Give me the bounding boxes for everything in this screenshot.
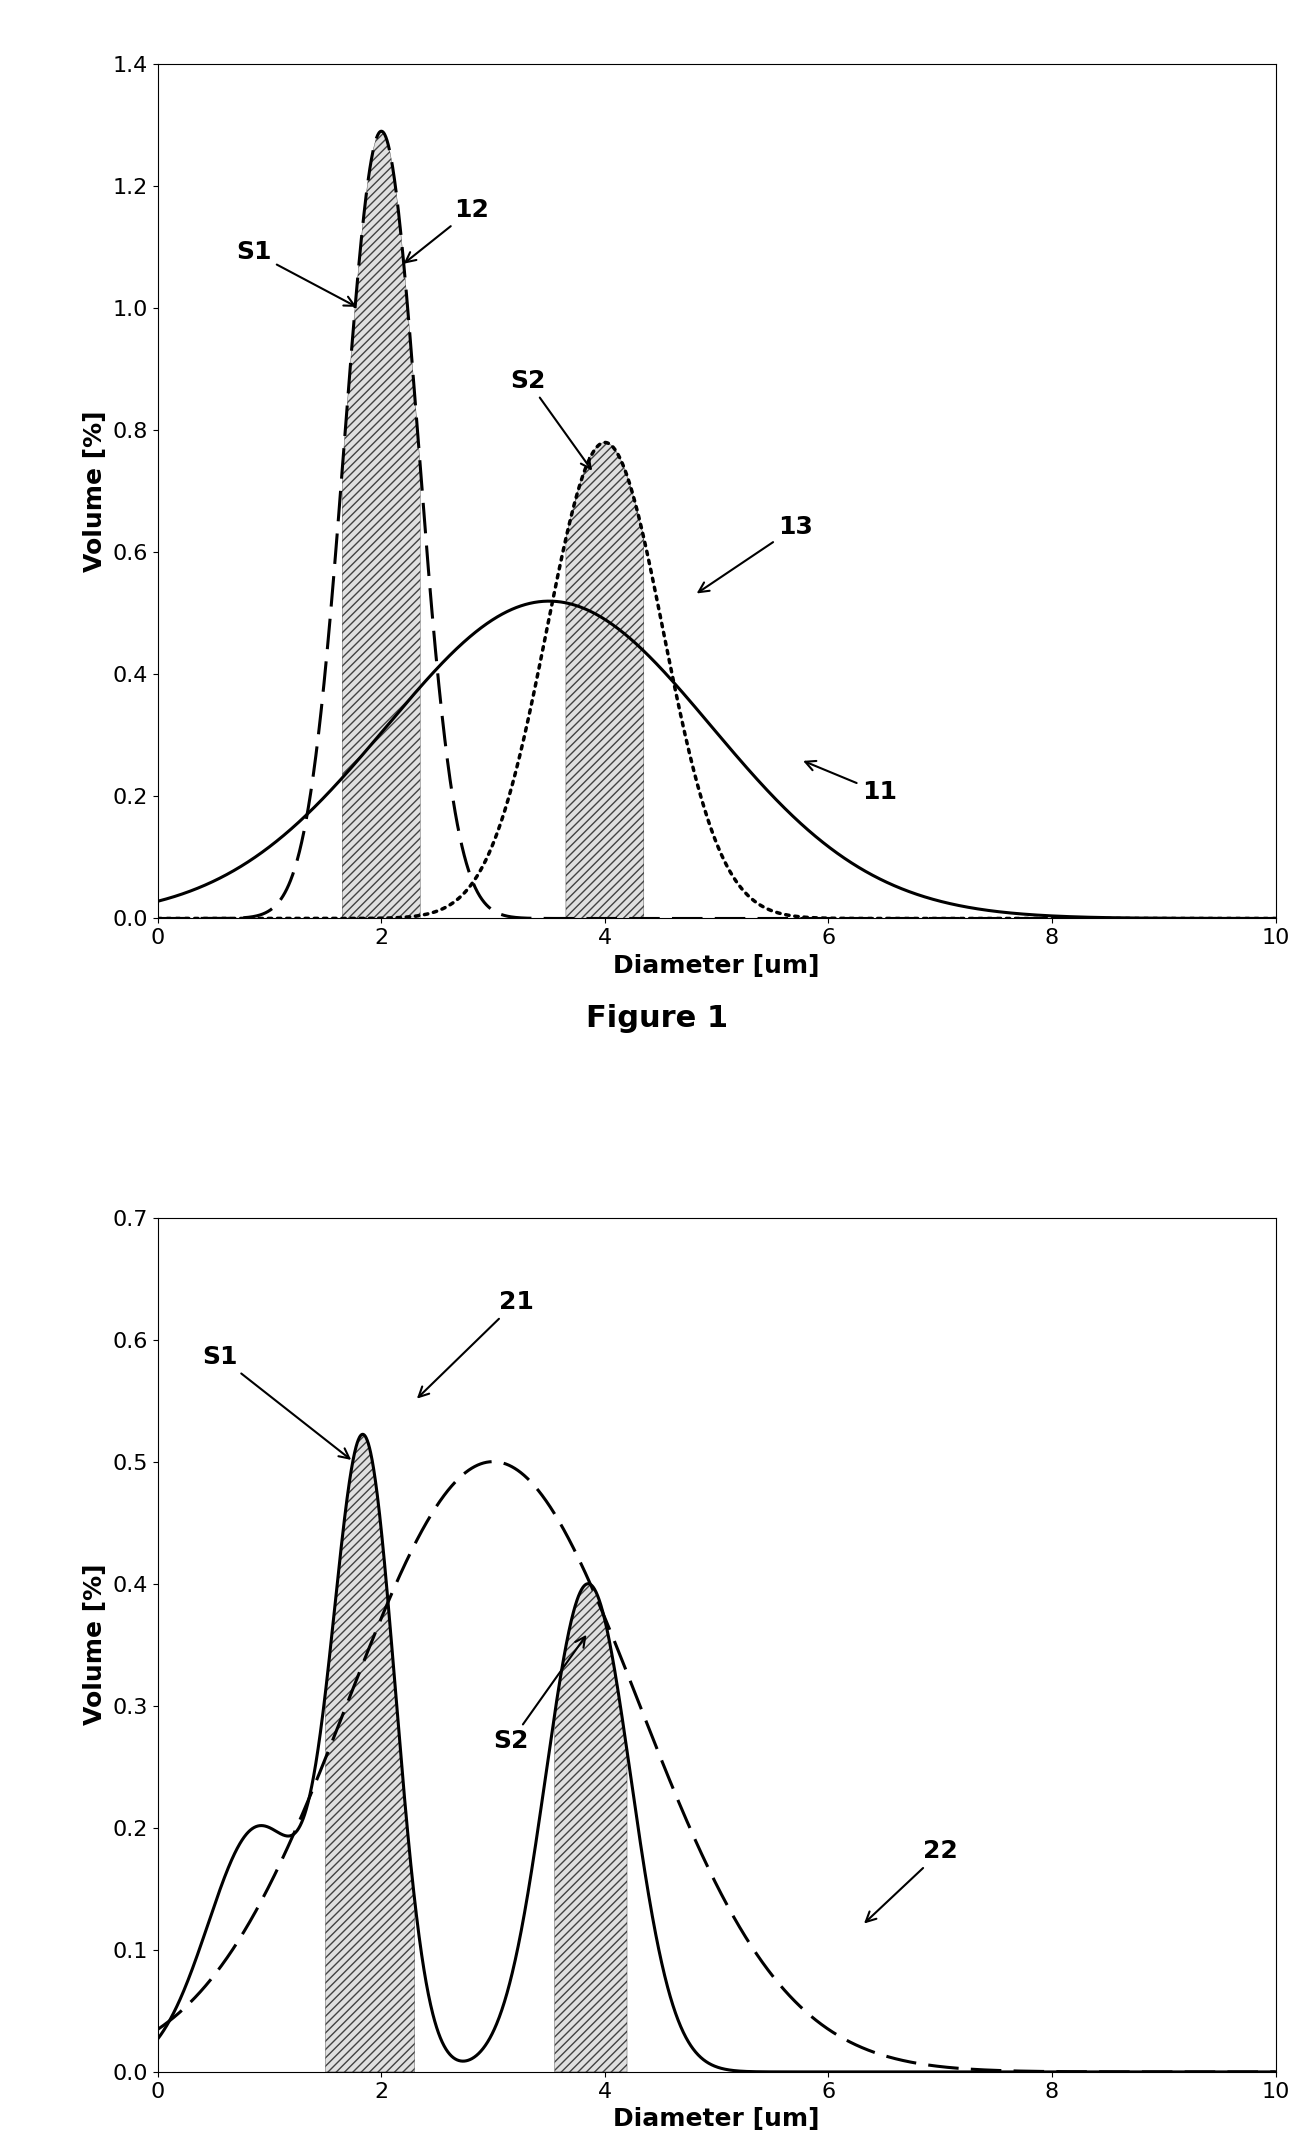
Text: Figure 1: Figure 1 xyxy=(586,1004,729,1034)
Text: 22: 22 xyxy=(865,1839,959,1922)
Y-axis label: Volume [%]: Volume [%] xyxy=(83,1564,107,1726)
X-axis label: Diameter [um]: Diameter [um] xyxy=(613,2108,821,2132)
X-axis label: Diameter [um]: Diameter [um] xyxy=(613,955,821,978)
Text: 12: 12 xyxy=(405,199,489,263)
Text: S2: S2 xyxy=(510,370,590,468)
Y-axis label: Volume [%]: Volume [%] xyxy=(83,410,107,572)
Text: S1: S1 xyxy=(235,241,355,305)
Text: 21: 21 xyxy=(418,1290,534,1397)
Text: S1: S1 xyxy=(203,1346,350,1459)
Text: 11: 11 xyxy=(805,760,897,805)
Text: 13: 13 xyxy=(698,515,813,592)
Text: S2: S2 xyxy=(493,1636,585,1754)
